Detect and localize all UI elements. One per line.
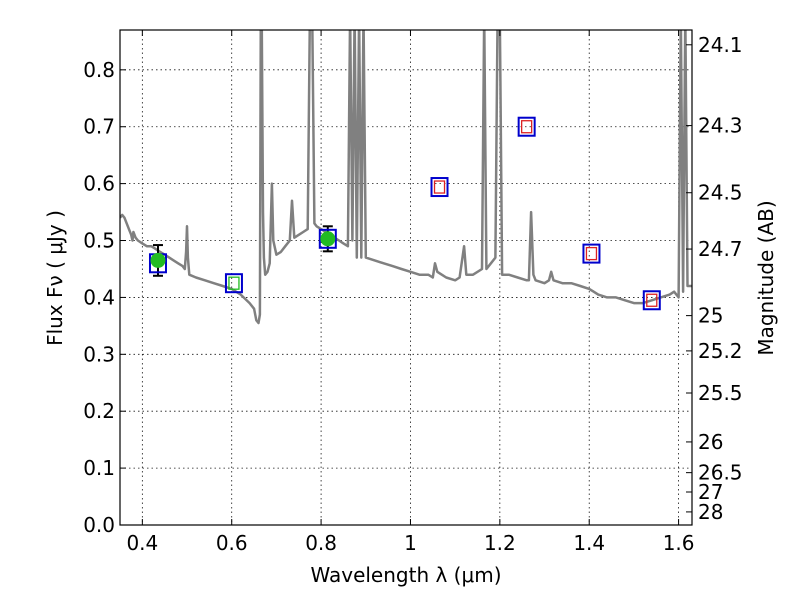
x-tick-label: 0.6 [216, 531, 248, 555]
y-tick-label: 0.3 [83, 342, 115, 366]
inner-flux-marker [521, 120, 533, 134]
plot-frame [119, 29, 693, 526]
model-flux-marker [430, 177, 449, 198]
mag-tick-label: 25 [698, 304, 723, 328]
mag-tick-label: 24.7 [698, 237, 743, 261]
mag-tick-label: 26.5 [698, 461, 743, 485]
mag-tick-label: 24.5 [698, 181, 743, 205]
mag-tick-label: 24.1 [698, 33, 743, 57]
y-tick-label: 0.7 [83, 115, 115, 139]
y-tick-label: 0.4 [83, 285, 115, 309]
mag-tick-label: 26 [698, 430, 723, 454]
mag-tick-label: 25.5 [698, 381, 743, 405]
observed-flux-point [320, 231, 336, 247]
x-tick-label: 1.2 [484, 531, 516, 555]
x-tick-label: 0.8 [305, 531, 337, 555]
mag-tick-label: 28 [698, 500, 723, 524]
model-flux-marker [517, 116, 536, 137]
inner-flux-marker [433, 180, 446, 194]
mag-tick-label: 27 [698, 480, 723, 504]
inner-flux-marker [585, 246, 598, 261]
y-tick-label: 0.2 [83, 399, 115, 423]
x-tick-label: 1.4 [573, 531, 605, 555]
y-tick-label: 0.8 [83, 58, 115, 82]
x-tick-label: 0.4 [126, 531, 158, 555]
model-flux-marker [224, 273, 243, 294]
y-tick-label: 0.1 [83, 456, 115, 480]
grid-layer [120, 30, 692, 526]
x-tick-label: 1.6 [663, 531, 695, 555]
right-axis-title: Magnitude (AB) [754, 200, 778, 355]
ticks-layer: 0.4 0.6 0.8 1 1.2 1.4 1.6 0.0 0.1 0.2 0.3 0.4 0.5 0.6… [83, 30, 743, 555]
mag-tick-label: 24.3 [698, 114, 743, 138]
y-tick-label: 0.0 [83, 513, 115, 537]
y-tick-label: 0.6 [83, 172, 115, 196]
observed-flux-point [150, 252, 166, 268]
points-layer [148, 116, 661, 311]
model-flux-marker [318, 228, 337, 249]
green-inner-marker [228, 276, 240, 290]
x-tick-label: 1 [404, 531, 417, 555]
y-axis-title: Flux Fν ( μJy ) [43, 210, 67, 346]
model-flux-marker [582, 243, 601, 264]
inner-flux-marker [646, 293, 658, 307]
model-flux-marker [642, 290, 661, 311]
y-tick-label: 0.5 [83, 229, 115, 253]
x-axis-title: Wavelength λ (μm) [310, 563, 501, 587]
mag-tick-label: 25.2 [698, 339, 743, 363]
template-spectrum-line [120, 30, 692, 325]
spectrum-layer [120, 30, 692, 325]
